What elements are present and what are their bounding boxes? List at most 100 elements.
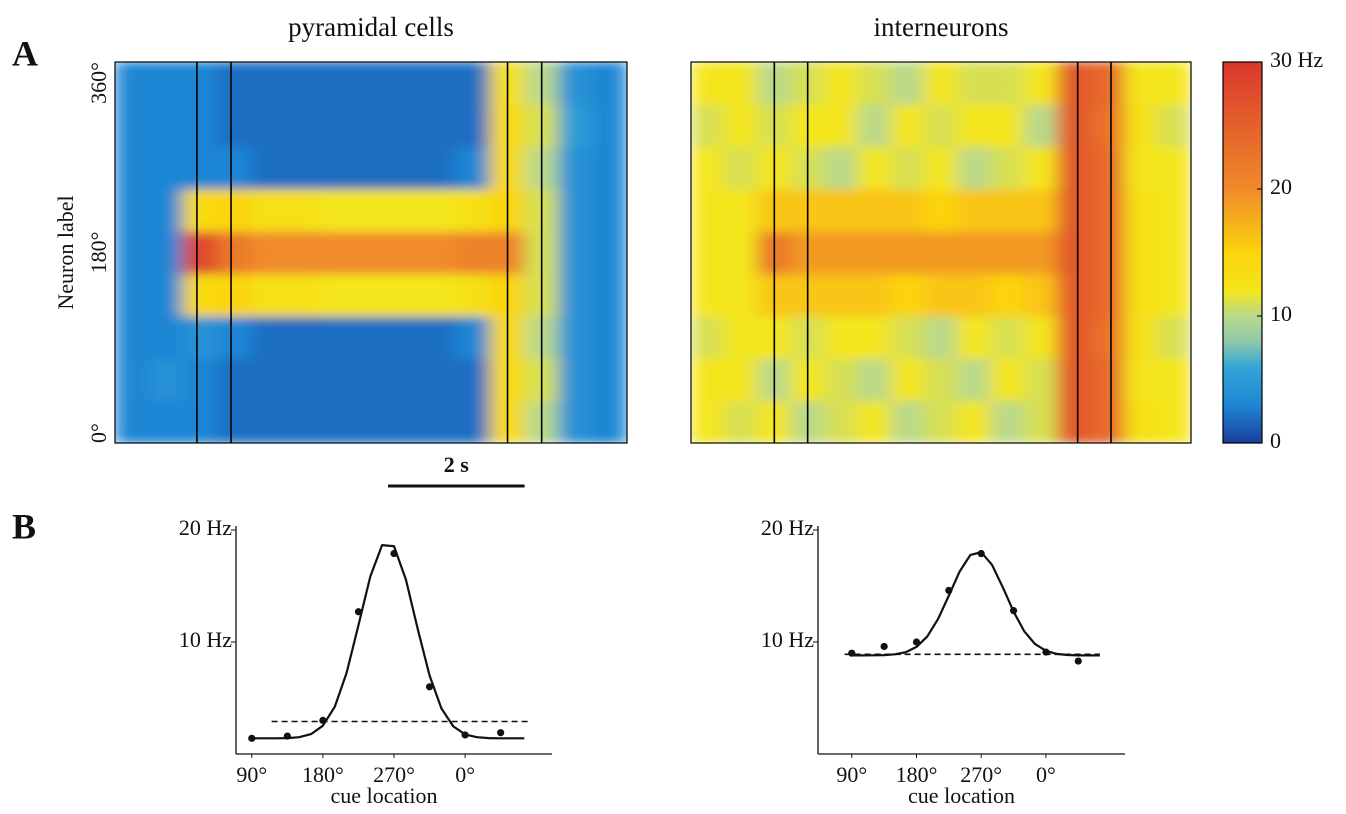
- heat-cell: [421, 273, 457, 317]
- heat-cell: [387, 146, 423, 190]
- heat-cell: [387, 188, 423, 232]
- panel-label: A: [12, 33, 38, 73]
- heat-cell: [723, 315, 759, 359]
- y-tick-label: 180°: [86, 232, 111, 274]
- heat-cell: [1057, 315, 1092, 359]
- heat-cell: [387, 357, 423, 402]
- data-point: [248, 734, 256, 742]
- heat-cell: [455, 400, 491, 443]
- colorbar-tick-label: 30 Hz: [1270, 47, 1323, 72]
- heat-cell: [216, 230, 253, 275]
- heat-cell: [723, 357, 759, 402]
- heat-cell: [990, 400, 1025, 443]
- heat-cell: [148, 62, 184, 105]
- heat-cell: [1157, 146, 1191, 190]
- heat-cell: [115, 188, 150, 232]
- heat-cell: [990, 315, 1025, 359]
- heat-cell: [1157, 230, 1191, 275]
- heat-cell: [319, 357, 355, 402]
- heat-cell: [421, 400, 457, 443]
- heat-cell: [182, 230, 218, 275]
- heat-cell: [115, 273, 150, 317]
- heat-cell: [216, 188, 253, 232]
- heat-cell: [421, 146, 457, 190]
- scale-bar-label: 2 s: [444, 452, 470, 477]
- heat-cell: [251, 273, 287, 317]
- heat-cell: [115, 357, 150, 402]
- heat-cell: [957, 62, 992, 105]
- heat-cell: [592, 357, 627, 402]
- heat-cell: [691, 146, 725, 190]
- heat-cell: [1157, 357, 1191, 402]
- heat-cell: [216, 315, 253, 359]
- heat-cell: [823, 62, 859, 105]
- heat-cell: [1090, 103, 1125, 148]
- heat-cell: [455, 230, 491, 275]
- heat-cell: [823, 146, 859, 190]
- heat-cell: [957, 146, 992, 190]
- heat-cell: [957, 315, 992, 359]
- heat-cell: [558, 273, 594, 317]
- frame: [690, 61, 1192, 444]
- heat-cell: [182, 62, 218, 105]
- heat-cell: [319, 273, 355, 317]
- heat-cell: [592, 315, 627, 359]
- heat-cell: [319, 315, 355, 359]
- heat-cell: [353, 62, 389, 105]
- heat-cell: [285, 103, 321, 148]
- heat-cell: [182, 315, 218, 359]
- heat-cell: [319, 230, 355, 275]
- heat-cell: [455, 103, 491, 148]
- heat-cell: [1090, 400, 1125, 443]
- heat-cell: [285, 315, 321, 359]
- heat-cell: [592, 62, 627, 105]
- heat-cell: [251, 188, 287, 232]
- fit-curve: [251, 544, 525, 740]
- heat-cell: [1023, 146, 1059, 190]
- heat-cell: [823, 273, 859, 317]
- heat-cell: [558, 230, 594, 275]
- heat-cell: [1123, 315, 1159, 359]
- heat-cell: [890, 146, 925, 190]
- heat-cell: [823, 315, 859, 359]
- heat-cell: [723, 103, 759, 148]
- heat-cell: [285, 400, 321, 443]
- heat-cell: [890, 230, 925, 275]
- y-tick-label: 360°: [86, 62, 111, 104]
- heat-cell: [923, 62, 959, 105]
- heat-cell: [558, 188, 594, 232]
- heat-cell: [455, 315, 491, 359]
- heat-cell: [216, 62, 253, 105]
- heat-cell: [592, 273, 627, 317]
- heat-cell: [319, 103, 355, 148]
- heat-cell: [285, 357, 321, 402]
- heat-cell: [1090, 62, 1125, 105]
- heat-cell: [957, 273, 992, 317]
- heat-cell: [723, 188, 759, 232]
- heat-cell: [823, 188, 859, 232]
- heat-cell: [957, 230, 992, 275]
- frame: [114, 61, 628, 444]
- colorbar: [1222, 61, 1263, 444]
- heat-cell: [823, 357, 859, 402]
- heat-cell: [387, 230, 423, 275]
- heat-cell: [148, 400, 184, 443]
- heat-cell: [285, 62, 321, 105]
- heat-cell: [1123, 62, 1159, 105]
- heat-cell: [148, 357, 184, 402]
- x-tick-label: 90°: [836, 762, 867, 787]
- colorbar-tick-label: 10: [1270, 301, 1292, 326]
- heat-cell: [592, 146, 627, 190]
- heat-cell: [990, 230, 1025, 275]
- heat-cell: [923, 146, 959, 190]
- heat-cell: [115, 146, 150, 190]
- heat-cell: [115, 230, 150, 275]
- colorbar-tick-label: 20: [1270, 174, 1292, 199]
- heat-cell: [1057, 103, 1092, 148]
- x-tick-label: 270°: [373, 762, 415, 787]
- heat-cell: [558, 315, 594, 359]
- heat-cell: [957, 400, 992, 443]
- heat-cell: [691, 62, 725, 105]
- heat-cell: [421, 188, 457, 232]
